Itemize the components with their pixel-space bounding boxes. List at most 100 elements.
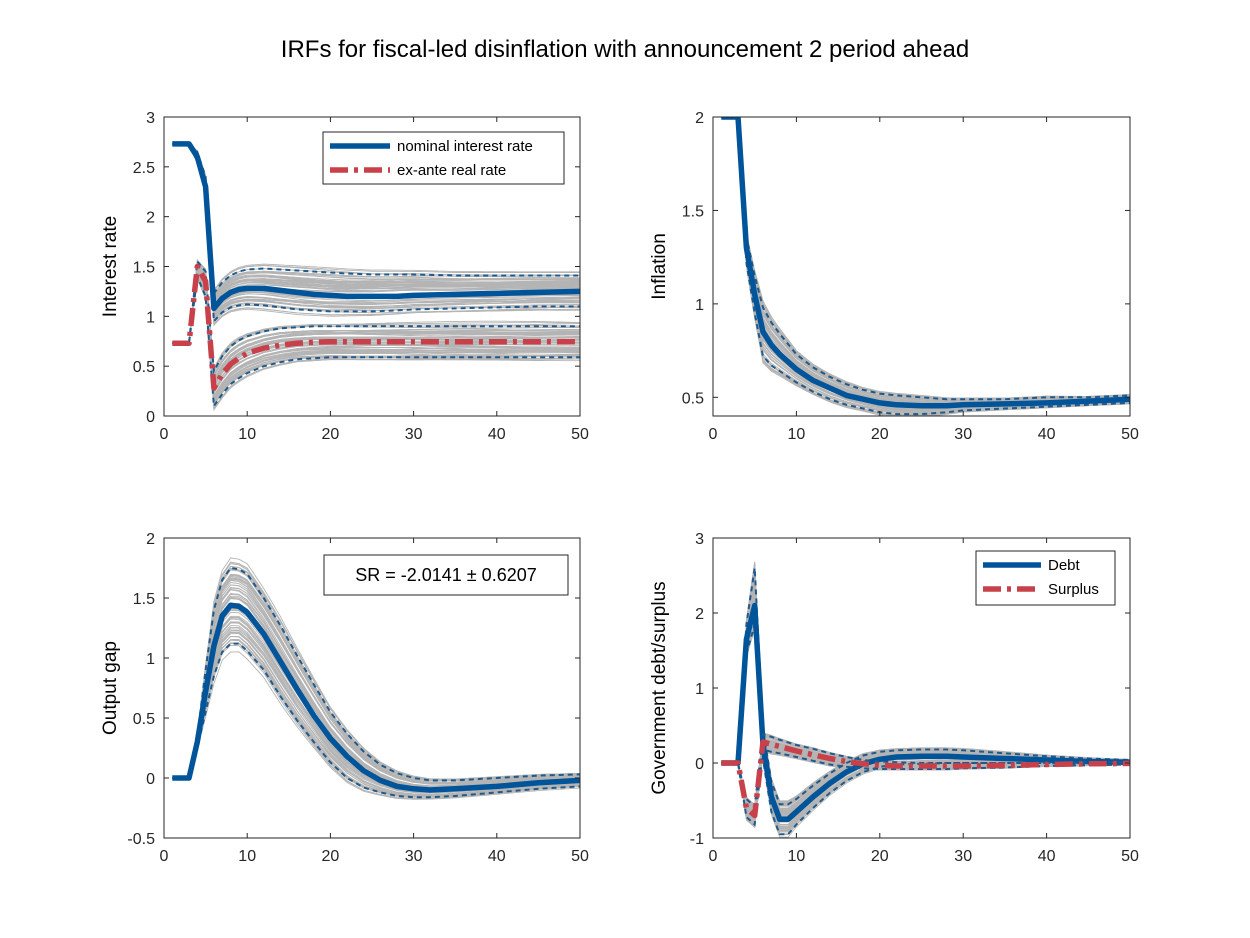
axes-box [712,116,1131,417]
draw-line [172,267,580,391]
y-axis-label: Inflation [649,233,670,300]
x-tick-label: 50 [1121,848,1139,865]
y-tick-label: 2 [146,531,155,548]
plot-area [172,557,580,800]
y-tick-label: 0.5 [133,359,155,376]
series-line-inflation [721,117,1130,409]
draw-line [172,143,580,319]
axes-box [163,537,581,839]
x-tick-label: 50 [571,848,589,865]
x-tick-label: 50 [1121,426,1139,443]
draw-line [172,578,580,785]
legend: Debt Surplus [975,550,1116,606]
x-tick-label: 40 [1038,426,1056,443]
legend-box [322,131,565,185]
series-line-nominal-interest-rate [172,141,580,312]
band-upper [721,733,1130,809]
x-tick-label: 30 [405,426,423,443]
draw-line [172,143,580,315]
figure-title: IRFs for fiscal-led disinflation with an… [281,36,969,63]
draw-line [172,143,580,303]
series-line-surplus [721,739,1130,819]
draw-line [172,262,580,378]
x-tick-label: 20 [871,848,889,865]
draw-line [172,143,580,326]
draw-line [172,272,580,403]
legend-box [975,550,1116,606]
draw-line [172,644,580,799]
x-tick-label: 0 [160,426,169,443]
band-upper [172,259,580,375]
draw-line [172,277,580,412]
draws-ex-ante-real-rate [172,258,580,412]
y-tick-label: 0.5 [682,390,704,407]
y-tick-label: 1.5 [133,591,155,608]
y-tick-label: 1.5 [133,260,155,277]
band-lower [721,748,1130,827]
draw-line [172,143,580,299]
draw-line [172,651,580,800]
draw-line [172,143,580,293]
x-tick-label: 0 [160,848,169,865]
draw-line [172,143,580,292]
chart-interest: 0 10 20 30 40 50 0 0.5 1 1.5 2 2.5 3 Interest rate nom… [100,110,589,443]
y-tick-label: 2 [695,110,704,127]
draw-line [172,628,580,796]
annotation-box [323,554,569,596]
x-tick-label: 50 [571,426,589,443]
y-axis-label: Output gap [100,641,121,735]
band-lower [172,642,580,799]
y-axis-label: Government debt/surplus [649,581,670,794]
draw-line [172,273,580,404]
draw-line [172,269,580,395]
draw-line [172,143,580,298]
x-tick-label: 0 [709,848,718,865]
draw-line [172,264,580,384]
x-tick-label: 30 [954,426,972,443]
x-tick-label: 40 [488,848,506,865]
legend: nominal interest rate ex-ante real rate [322,131,565,185]
legend-entry: Surplus [1048,581,1099,598]
series-line-output [172,602,580,793]
plot-area [721,561,1130,838]
draw-line [172,143,580,322]
y-tick-label: 2 [695,606,704,623]
legend-entry: nominal interest rate [397,138,533,155]
y-tick-label: 0 [146,771,155,788]
legend-entry: Debt [1048,557,1081,574]
x-tick-label: 20 [322,426,340,443]
chart-inflation: 0 10 20 30 40 50 0.5 1 1.5 2 Inflation [649,110,1139,443]
x-tick-label: 40 [488,426,506,443]
y-tick-label: 0 [146,409,155,426]
x-tick-label: 10 [788,426,806,443]
x-tick-label: 10 [788,848,806,865]
y-tick-label: 3 [146,110,155,127]
band-lower [721,624,1130,836]
series-line-debt [721,602,1130,823]
legend-entry: ex-ante real rate [397,162,506,179]
y-tick-label: 1 [695,297,704,314]
draw-line [172,261,580,376]
draw-line [172,264,580,383]
draw-line [172,143,580,327]
plot-area [721,117,1130,416]
chart-output: 0 10 20 30 40 50 -0.5 0 0.5 1 1.5 2 Output gap SR = -… [100,531,589,865]
draw-line [172,275,580,410]
draw-line [172,266,580,388]
x-tick-label: 20 [322,848,340,865]
draw-line [172,143,580,302]
y-tick-label: 1 [146,309,155,326]
band-lower [721,117,1130,416]
draw-line [172,267,580,391]
y-tick-label: -0.5 [127,831,155,848]
x-tick-label: 20 [871,426,889,443]
x-tick-label: 10 [238,848,256,865]
y-tick-label: 3 [695,531,704,548]
draw-line [172,639,580,796]
draw-line [172,621,580,795]
draw-line [172,579,580,785]
plot-area [172,141,580,412]
band-upper [172,566,580,782]
draw-line [172,143,580,305]
